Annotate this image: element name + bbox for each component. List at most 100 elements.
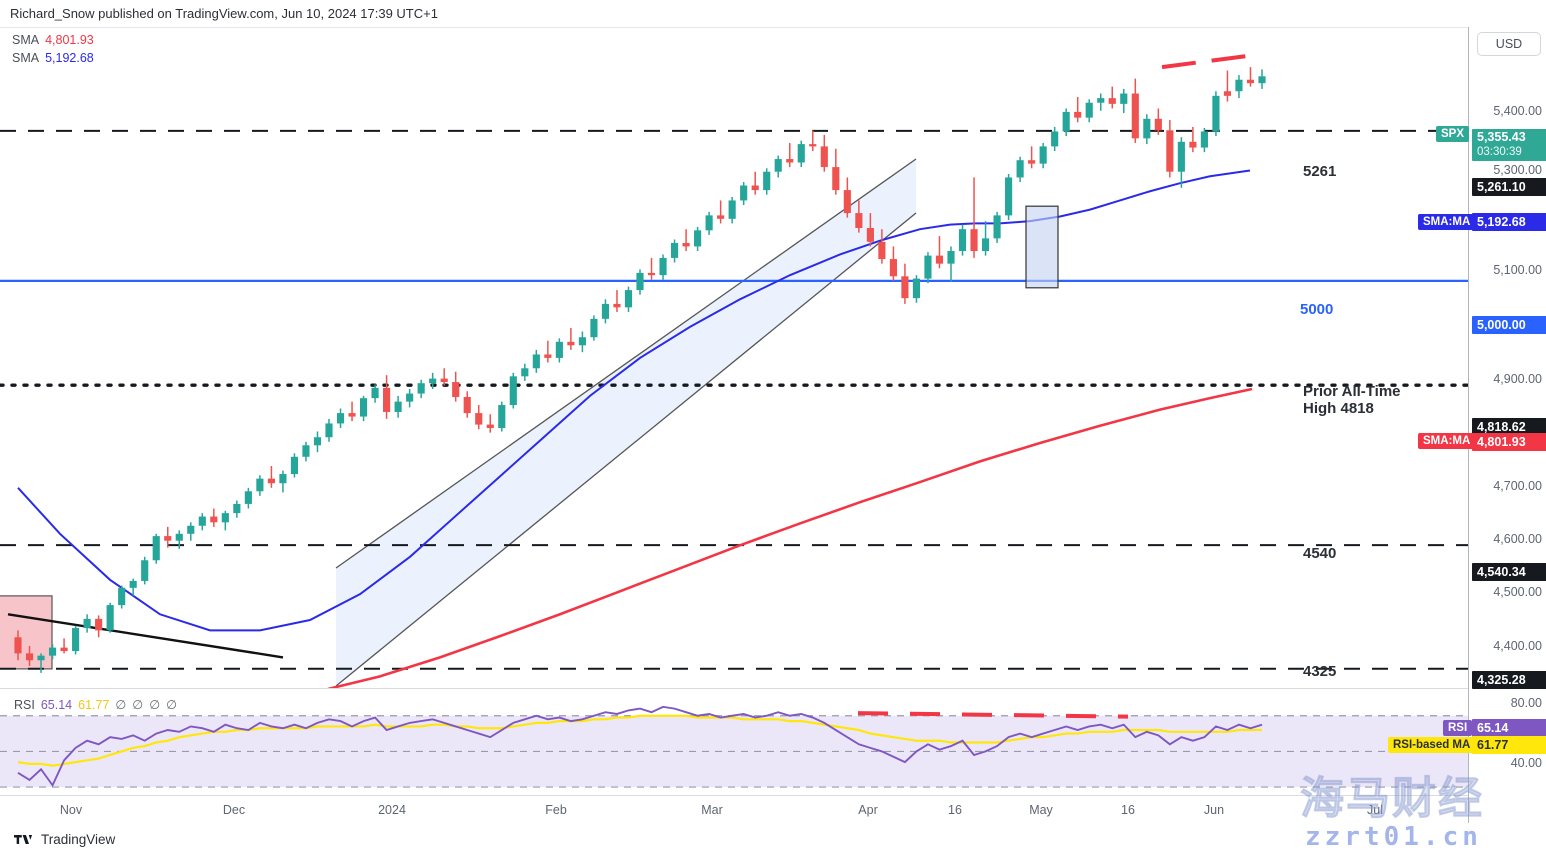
candle-body bbox=[256, 478, 264, 492]
level-4540-pill[interactable]: 4,540.34 bbox=[1472, 563, 1546, 581]
price-pane[interactable] bbox=[0, 27, 1468, 689]
time-label-nov: Nov bbox=[59, 803, 83, 817]
rsi-na-3: ∅ bbox=[166, 698, 177, 712]
currency-button[interactable]: USD bbox=[1477, 32, 1541, 56]
time-label-apr-16: 16 bbox=[948, 803, 962, 817]
candle-body bbox=[1235, 79, 1243, 92]
spx-last-price-pill[interactable]: 5,355.43 03:30:39 bbox=[1472, 129, 1546, 161]
candle-body bbox=[555, 341, 563, 358]
level-5261-pill[interactable]: 5,261.10 bbox=[1472, 178, 1546, 196]
price-tick-4500: 4,500.00 bbox=[1493, 585, 1542, 599]
footer bbox=[0, 823, 1546, 857]
candle-body bbox=[659, 257, 667, 276]
price-axis[interactable]: USD 5,400.00 5,300.00 5,100.00 4,900.00 … bbox=[1468, 27, 1546, 823]
rsi-tick-40: 40.00 bbox=[1510, 756, 1542, 770]
spx-last-price-value: 5,355.43 bbox=[1477, 130, 1526, 144]
candle-body bbox=[958, 229, 967, 252]
candle-body bbox=[1016, 160, 1024, 178]
rsi-series-tag[interactable]: RSI bbox=[1443, 720, 1473, 736]
rsi-legend[interactable]: RSI 65.14 61.77 ∅ ∅ ∅ ∅ bbox=[14, 697, 177, 712]
sma-line-red bbox=[327, 387, 1253, 689]
candle-body bbox=[567, 341, 575, 346]
tradingview-mark-icon bbox=[14, 835, 33, 844]
candle-body bbox=[394, 401, 402, 412]
drawing-channel-fill bbox=[336, 159, 916, 686]
sma-ma-red-pill[interactable]: 4,801.93 bbox=[1472, 433, 1546, 451]
candle-body bbox=[14, 637, 22, 654]
annotation-5261: 5261 bbox=[1303, 163, 1337, 180]
tradingview-logo[interactable]: TradingView bbox=[14, 832, 115, 847]
level-4818-pill[interactable]: 4,818.62 bbox=[1472, 418, 1546, 436]
spx-series-tag[interactable]: SPX bbox=[1436, 126, 1470, 142]
time-label-mar: Mar bbox=[701, 803, 723, 817]
time-label-dec: Dec bbox=[222, 803, 246, 817]
rsi-label: RSI bbox=[14, 698, 35, 712]
level-4325-pill[interactable]: 4,325.28 bbox=[1472, 671, 1546, 689]
candle-body bbox=[751, 185, 759, 191]
price-legend-row-0[interactable]: SMA 4,801.93 bbox=[12, 33, 94, 47]
candle-body bbox=[613, 303, 621, 308]
candle-body bbox=[578, 337, 586, 346]
candle-body bbox=[601, 303, 610, 319]
level-5000-pill[interactable]: 5,000.00 bbox=[1472, 316, 1546, 334]
time-label-may: May bbox=[1029, 803, 1053, 817]
candle-body bbox=[820, 146, 828, 168]
rsi-based-ma-tag[interactable]: RSI-based MA bbox=[1388, 737, 1476, 753]
annotation-5000: 5000 bbox=[1300, 301, 1334, 318]
price-tick-4400: 4,400.00 bbox=[1493, 639, 1542, 653]
sma-ma-blue-pill[interactable]: 5,192.68 bbox=[1472, 213, 1546, 231]
sma-label-1: SMA bbox=[12, 51, 40, 65]
time-label-may-16: 16 bbox=[1121, 803, 1135, 817]
publisher-line: Richard_Snow published on TradingView.co… bbox=[10, 6, 438, 21]
candle-body bbox=[336, 413, 345, 424]
tradingview-wordmark: TradingView bbox=[41, 832, 116, 847]
sma-ma-blue-tag[interactable]: SMA:MA bbox=[1418, 214, 1476, 230]
candle-body bbox=[1177, 141, 1185, 172]
sma-ma-red-tag[interactable]: SMA:MA bbox=[1418, 433, 1476, 449]
candle-body bbox=[1051, 131, 1059, 147]
candle-body bbox=[290, 456, 299, 475]
candle-body bbox=[935, 255, 944, 264]
candle-body bbox=[843, 190, 851, 214]
candle-body bbox=[198, 516, 206, 526]
time-axis[interactable]: Nov Dec 2024 Feb Mar Apr 16 May 16 Jun J… bbox=[0, 795, 1468, 823]
candle-body bbox=[636, 272, 644, 291]
candle-body bbox=[624, 290, 633, 308]
rsi-chart-canvas[interactable] bbox=[0, 689, 1468, 796]
candle-body bbox=[1028, 160, 1036, 164]
candle-body bbox=[855, 213, 863, 229]
price-tick-5300: 5,300.00 bbox=[1493, 163, 1542, 177]
price-chart-canvas[interactable] bbox=[0, 28, 1468, 689]
candle-body bbox=[797, 144, 805, 163]
candle-body bbox=[313, 437, 322, 446]
candle-body bbox=[1005, 177, 1013, 216]
candle-body bbox=[1154, 118, 1162, 131]
candle-body bbox=[947, 251, 955, 264]
candle-body bbox=[1200, 131, 1208, 148]
candle-body bbox=[475, 413, 483, 425]
rsi-pane[interactable] bbox=[0, 688, 1468, 795]
candle-body bbox=[486, 424, 494, 429]
sma-line-blue bbox=[17, 169, 1251, 632]
candle-body bbox=[1108, 98, 1116, 104]
rsi-na-0: ∅ bbox=[115, 698, 127, 712]
candle-body bbox=[993, 215, 1001, 239]
candle-body bbox=[1074, 111, 1082, 118]
candle-body bbox=[521, 368, 529, 377]
candle-body bbox=[325, 423, 333, 438]
candle-body bbox=[48, 647, 57, 656]
price-tick-5400: 5,400.00 bbox=[1493, 104, 1542, 118]
rsi-based-ma-pill[interactable]: 61.77 bbox=[1472, 736, 1546, 754]
candle-body bbox=[1166, 130, 1174, 172]
candle-body bbox=[152, 536, 160, 561]
candle-body bbox=[383, 387, 391, 412]
candle-body bbox=[866, 228, 874, 242]
candle-body bbox=[498, 405, 506, 429]
candle-body bbox=[141, 560, 149, 581]
candle-body bbox=[267, 478, 275, 484]
rsi-value-pill[interactable]: 65.14 bbox=[1472, 719, 1546, 737]
candle-body bbox=[359, 398, 368, 417]
spx-countdown: 03:30:39 bbox=[1477, 146, 1522, 158]
price-legend-row-1[interactable]: SMA 5,192.68 bbox=[12, 51, 94, 65]
candle-body bbox=[187, 525, 195, 534]
